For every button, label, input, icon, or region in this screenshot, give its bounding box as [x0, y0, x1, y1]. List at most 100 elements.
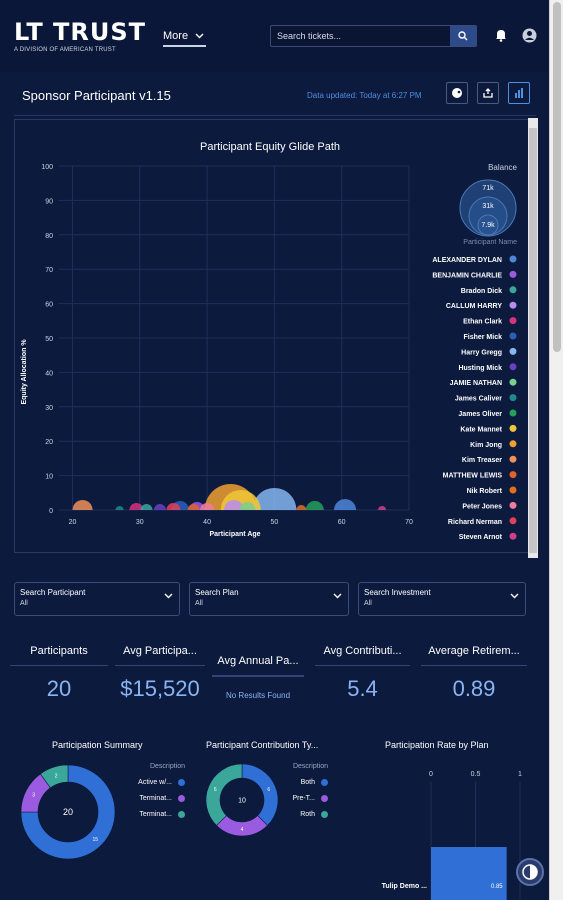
legend-dot: [509, 501, 517, 509]
search-button[interactable]: [450, 26, 476, 46]
legend-label: Roth: [300, 810, 315, 818]
data-bubble: [72, 500, 93, 510]
legend-dot: [178, 778, 185, 786]
more-label: More: [163, 30, 189, 42]
legend-label: Pre-T...: [292, 794, 315, 802]
donut-slice: [20, 764, 116, 860]
chart-view-button[interactable]: [508, 82, 530, 104]
kpi-avg-contribution: Avg Contributi... 5.4: [315, 645, 410, 702]
legend-label: Both: [300, 778, 315, 786]
participation-summary-donut: 15 3 2 20: [20, 764, 116, 860]
legend-dot: [509, 440, 517, 448]
kpi-participants: Participants 20: [10, 645, 108, 702]
legend-dot: [509, 301, 517, 309]
participant-filter-label: Search Participant: [20, 588, 86, 597]
legend-label: Peter Jones: [462, 503, 502, 510]
search-input[interactable]: [277, 31, 447, 41]
legend-dot: [509, 394, 517, 402]
y-tick-label: 20: [45, 439, 53, 446]
data-bubble: [166, 503, 181, 510]
panel-scrollbar[interactable]: [528, 118, 538, 558]
contribution-type-legend: Description Both Pre-T... Roth: [258, 758, 328, 822]
legend-dot: [509, 486, 517, 494]
data-bubble: [153, 504, 166, 510]
legend-label: Husting Mick: [458, 365, 502, 372]
legend-item[interactable]: Active w/...: [105, 774, 185, 790]
investment-filter[interactable]: Search Investment All: [358, 582, 526, 616]
page-title: Sponsor Participant v1.15: [22, 88, 171, 103]
legend-item[interactable]: Terminat...: [105, 790, 185, 806]
y-tick-label: 100: [41, 164, 53, 171]
plan-filter[interactable]: Search Plan All: [189, 582, 349, 616]
accessibility-toggle-button[interactable]: [516, 858, 544, 886]
data-bubble: [140, 504, 153, 510]
legend-label: Kim Jong: [470, 442, 502, 449]
export-button[interactable]: [477, 82, 499, 104]
kpi-average-retirement: Average Retirem... 0.89: [421, 645, 527, 702]
participant-filter-value: All: [20, 600, 28, 607]
data-bubble: [187, 504, 200, 510]
legend-item[interactable]: Terminat...: [105, 806, 185, 822]
category-label: Tulip Demo ...: [382, 883, 427, 890]
x-tick-label: 1: [518, 771, 522, 778]
legend-label: Terminat...: [139, 810, 172, 818]
legend-dot: [509, 270, 517, 278]
rate-by-plan-title: Participation Rate by Plan: [385, 740, 489, 750]
kpi-avg-participant-balance: Avg Participa... $15,520: [115, 645, 205, 702]
legend-label: JAMIE NATHAN: [450, 380, 502, 387]
legend-label: Nik Robert: [467, 488, 503, 495]
chevron-down-icon: [333, 593, 342, 599]
legend-item[interactable]: Roth: [258, 806, 328, 822]
x-tick-label: 0.5: [471, 771, 481, 778]
x-tick-label: 40: [203, 519, 211, 526]
legend-item[interactable]: Both: [258, 774, 328, 790]
kpi-avg-annual-pay: Avg Annual Pa... No Results Found: [212, 655, 304, 700]
legend-dot: [509, 347, 517, 355]
y-tick-label: 0: [49, 508, 53, 515]
y-tick-label: 10: [45, 474, 53, 481]
legend-dot: [509, 517, 517, 525]
donut-center-value: 20: [63, 807, 73, 817]
x-tick-label: 50: [270, 519, 278, 526]
participation-summary-legend: Description Active w/... Terminat... Ter…: [105, 758, 185, 822]
bar-chart-icon: [515, 88, 523, 98]
donut-slice-label: 6: [267, 787, 270, 793]
legend-label: MATTHEW LEWIS: [443, 473, 503, 480]
export-icon: [483, 88, 493, 98]
page-scrollbar[interactable]: [549, 0, 563, 900]
logo-subtitle: A DIVISION OF AMERICAN TRUST: [14, 47, 116, 53]
bell-icon[interactable]: [494, 28, 508, 42]
legend-label: BENJAMIN CHARLIE: [432, 272, 502, 279]
plan-bar: [431, 847, 507, 900]
donut-slice-label: 15: [92, 837, 98, 843]
donut-slice: [241, 763, 279, 826]
data-bubble: [200, 503, 215, 510]
equity-glide-path-chart: Participant Equity Glide Path Equity All…: [21, 141, 518, 541]
data-bubble: [115, 506, 124, 510]
theme-button[interactable]: [446, 82, 468, 104]
legend-dot: [509, 363, 517, 371]
legend-label: Active w/...: [138, 778, 172, 786]
legend-item[interactable]: Pre-T...: [258, 790, 328, 806]
more-menu[interactable]: More: [163, 30, 206, 47]
top-navigation-bar: LT TRUST A DIVISION OF AMERICAN TRUST Mo…: [0, 0, 548, 72]
y-axis-label: Equity Allocation %: [21, 339, 28, 405]
legend-title: Description: [149, 762, 185, 770]
participant-filter[interactable]: Search Participant All: [14, 582, 180, 616]
user-avatar-icon[interactable]: [522, 28, 537, 43]
logo-text: LT TRUST: [14, 18, 147, 46]
page-scrollbar-thumb[interactable]: [553, 2, 561, 352]
legend-dot: [178, 794, 185, 802]
data-updated-label: Data updated: Today at 6:27 PM: [307, 91, 422, 100]
kpi-label: Avg Participa...: [115, 645, 205, 666]
bar-value-label: 0.85: [491, 884, 503, 890]
panel-scrollbar-thumb[interactable]: [529, 128, 537, 553]
legend-label: Kim Treaser: [462, 457, 502, 464]
series-legend-title: Participant Name: [463, 239, 517, 246]
size-legend-label-large: 71k: [482, 185, 494, 192]
search-icon: [458, 31, 468, 41]
x-tick-label: 20: [69, 519, 77, 526]
logo[interactable]: LT TRUST A DIVISION OF AMERICAN TRUST: [14, 18, 146, 53]
contribution-type-donut: 6 4 6 10: [205, 763, 279, 837]
size-legend-small: [477, 214, 499, 236]
